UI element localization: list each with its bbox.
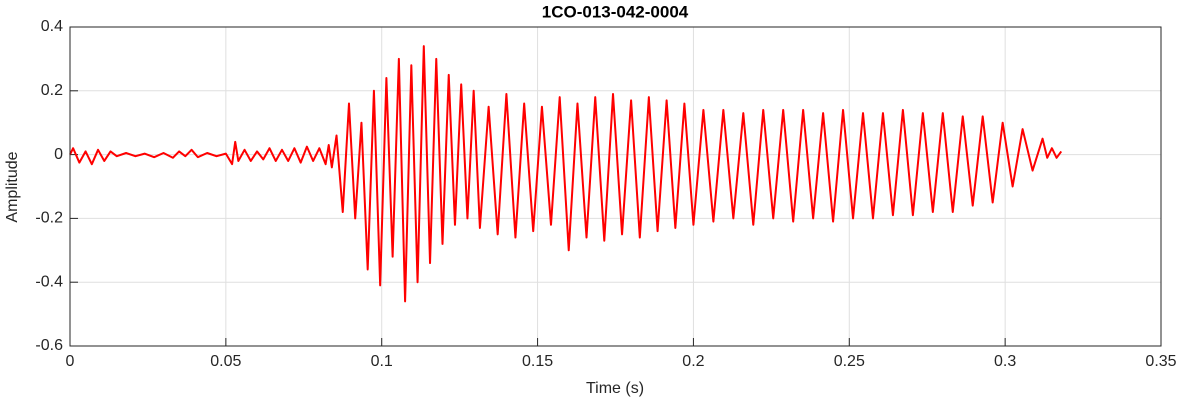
y-tick-label: 0.4 (41, 18, 63, 35)
y-tick-label: 0 (54, 146, 63, 163)
x-tick-label: 0.3 (994, 353, 1016, 370)
y-tick-label: -0.6 (35, 337, 63, 354)
y-axis-label: Amplitude (4, 151, 21, 222)
y-tick-label: -0.4 (35, 273, 63, 290)
y-tick-label: 0.2 (41, 82, 63, 99)
x-tick-label: 0.2 (682, 353, 704, 370)
x-tick-label: 0 (66, 353, 75, 370)
chart-title: 1CO-013-042-0004 (542, 2, 689, 21)
x-tick-label: 0.05 (210, 353, 241, 370)
x-tick-label: 0.1 (371, 353, 393, 370)
x-tick-label: 0.35 (1145, 353, 1176, 370)
x-axis-label: Time (s) (586, 380, 644, 397)
y-tick-label: -0.2 (35, 210, 63, 227)
x-tick-label: 0.25 (834, 353, 865, 370)
plot-area (70, 27, 1161, 346)
waveform-line (69, 45, 1063, 303)
x-tick-label: 0.15 (522, 353, 553, 370)
axes-box (69, 26, 1162, 347)
